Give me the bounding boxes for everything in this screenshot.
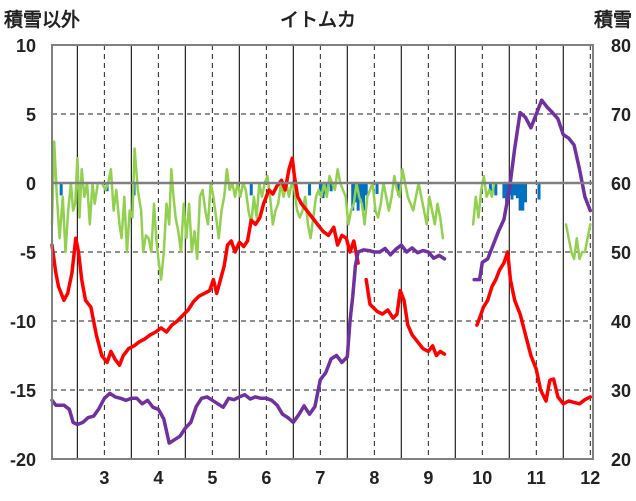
series-line [364,277,447,358]
series-line [50,140,445,281]
x-tick-label: 5 [207,468,217,488]
right-tick-label: 40 [611,312,631,332]
left-tick-label: -5 [20,243,36,263]
series-line [50,243,447,445]
left-tick-label: 5 [26,105,36,125]
snow-bar [521,183,525,211]
snow-bar [505,183,509,203]
series-line [564,223,592,261]
right-tick-label: 50 [611,243,631,263]
snow-bar [351,183,355,211]
snow-bar [488,183,492,192]
x-tick-label: 3 [99,468,109,488]
snow-bar [515,183,519,199]
right-tick-label: 60 [611,174,631,194]
chart-title: イトムカ [280,9,356,31]
x-tick-label: 10 [472,468,492,488]
snow-bar [510,183,514,200]
series-line [471,174,496,226]
snow-bar [308,183,312,196]
right-axis-label: 積雪 [594,8,632,31]
snow-bar [318,183,322,196]
snow-bar [502,183,506,199]
left-tick-label: 0 [26,174,36,194]
x-tick-label: 4 [153,468,163,488]
x-tick-label: 12 [580,468,600,488]
snow-bar [537,183,541,200]
right-tick-label: 30 [611,381,631,401]
snow-bar [329,183,333,192]
x-tick-label: 11 [527,468,546,488]
series-line [50,156,360,367]
left-tick-label: -20 [10,450,36,470]
left-axis-label: 積雪以外 [4,8,80,31]
snow-bar [59,183,63,196]
right-tick-label: 20 [611,450,631,470]
snow-bar [524,183,528,203]
right-tick-label: 80 [611,36,631,56]
snow-bar [513,183,517,196]
left-tick-label: -15 [10,381,36,401]
series-lines [50,98,593,445]
snow-bar [362,183,366,211]
x-tick-label: 8 [369,468,379,488]
snow-bar [494,183,498,196]
snow-bar [518,183,522,211]
series-line [475,250,593,406]
snow-bar [397,183,401,196]
snow-bar [359,183,363,200]
right-tick-label: 70 [611,105,631,125]
snow-bar [249,183,253,196]
x-tick-label: 9 [423,468,433,488]
left-tick-label: 10 [16,36,36,56]
x-tick-label: 7 [315,468,325,488]
plot-frame [51,44,594,460]
x-tick-label: 6 [261,468,271,488]
left-tick-label: -10 [10,312,36,332]
snow-bar [375,183,379,195]
series-line [472,98,593,282]
snow-bar [364,183,368,196]
